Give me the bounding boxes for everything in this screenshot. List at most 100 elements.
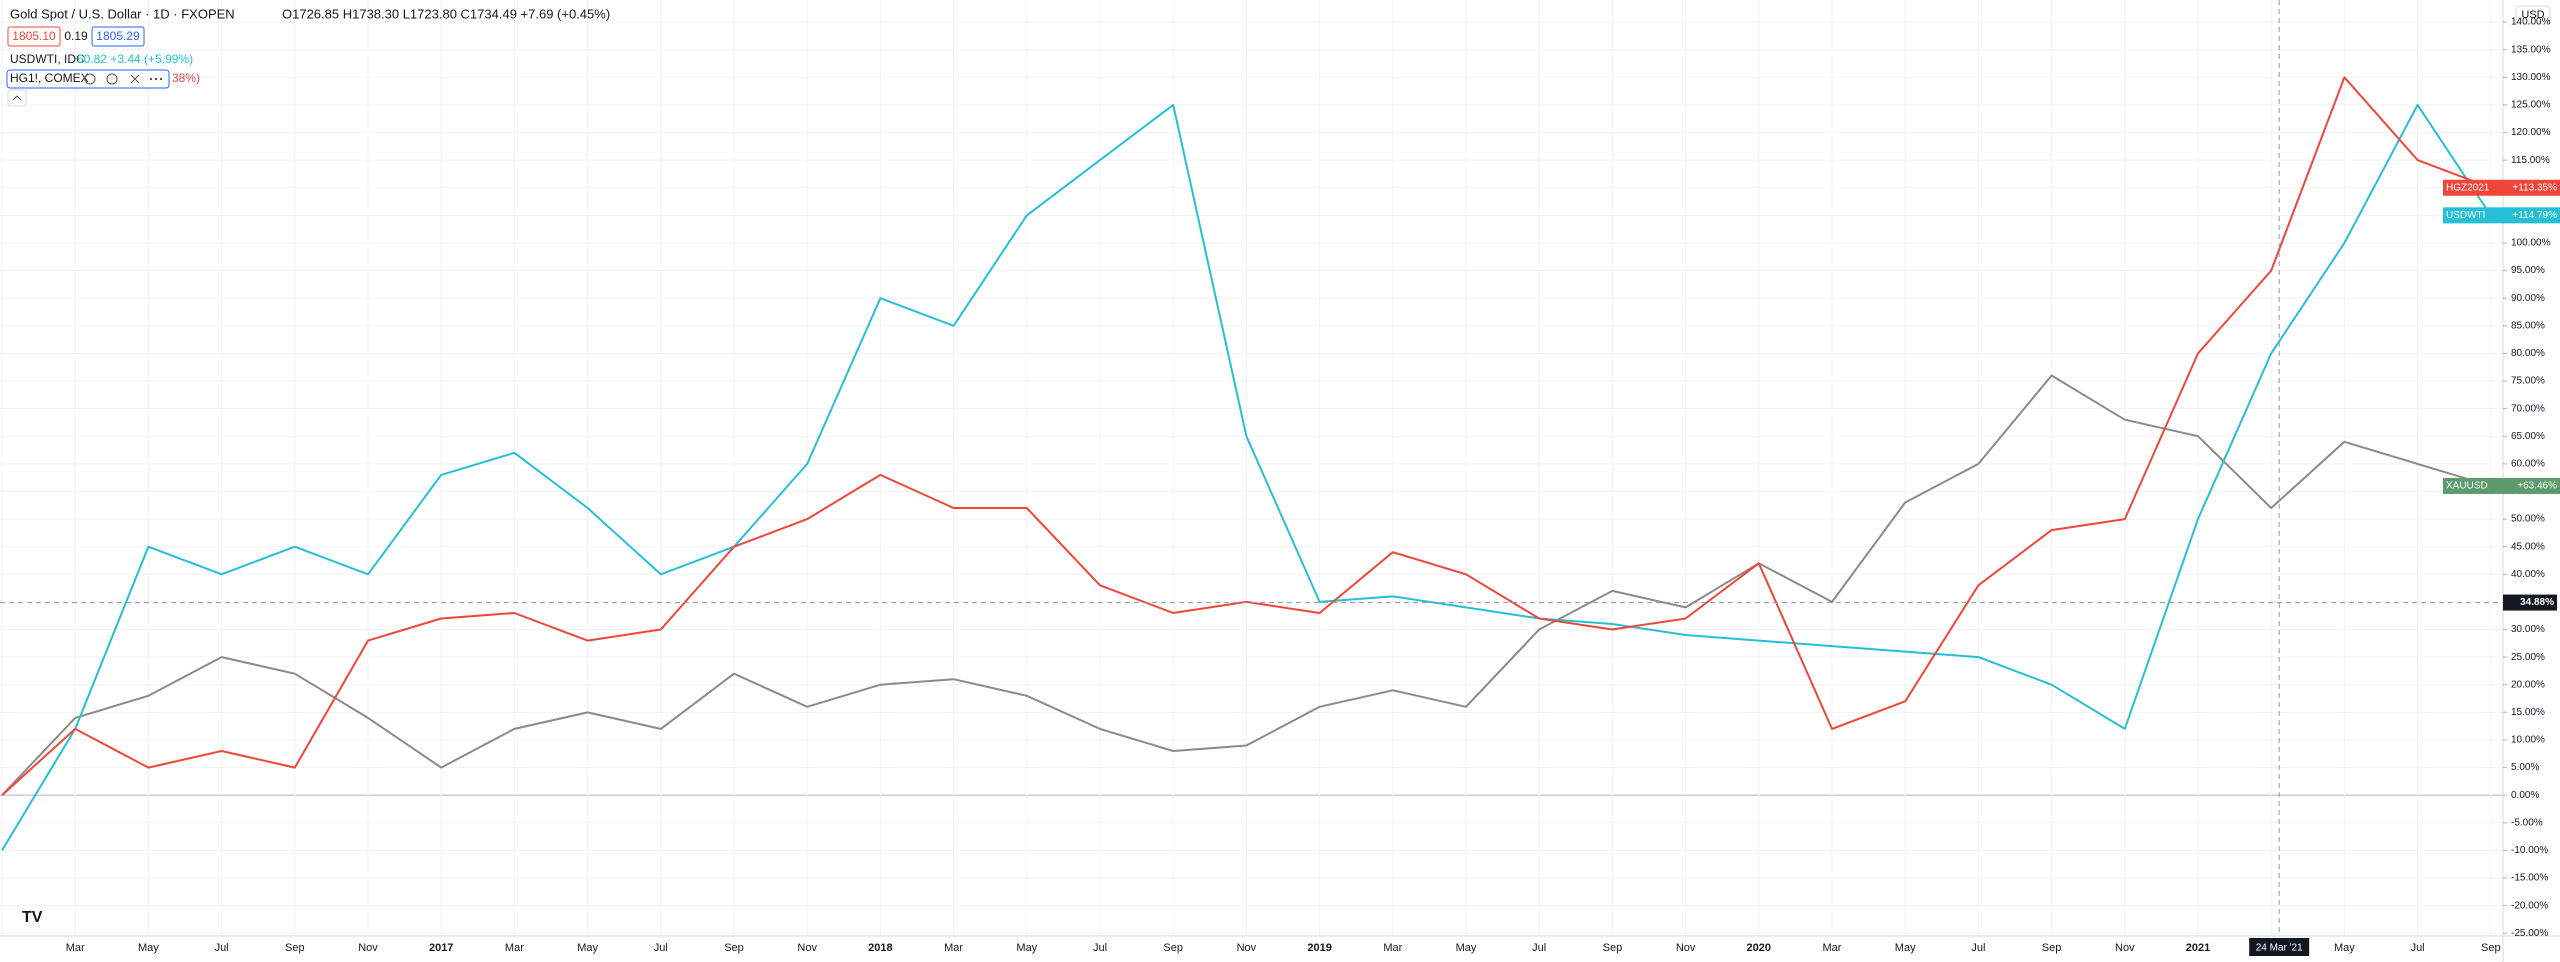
- y-tick-label: 10.00%: [2511, 735, 2545, 746]
- y-tick-label: -25.00%: [2511, 928, 2548, 939]
- y-tick-label: 15.00%: [2511, 707, 2545, 718]
- y-tick-label: 45.00%: [2511, 541, 2545, 552]
- remove-icon[interactable]: [130, 74, 140, 84]
- x-tick-label: Mar: [1823, 942, 1842, 954]
- bid[interactable]: 1805.10: [12, 29, 56, 43]
- y-tick-label: -15.00%: [2511, 873, 2548, 884]
- y-tick-label: 125.00%: [2511, 100, 2551, 111]
- y-tick-label: 140.00%: [2511, 17, 2551, 28]
- x-tick-label: 2020: [1747, 942, 1771, 954]
- series-line: [1, 374, 2492, 796]
- x-tick-label: May: [138, 942, 159, 954]
- y-tick-label: 115.00%: [2511, 155, 2550, 166]
- x-tick-label: Sep: [2042, 942, 2062, 954]
- badge: [2443, 179, 2560, 196]
- badge-value: +114.79%: [2512, 210, 2557, 221]
- y-tick-label: 0.00%: [2511, 790, 2539, 801]
- x-tick-label: Sep: [2481, 942, 2501, 954]
- y-tick-label: 70.00%: [2511, 403, 2545, 414]
- y-tick-label: 80.00%: [2511, 348, 2545, 359]
- x-tick-label: 2017: [429, 942, 453, 954]
- currency[interactable]: USD: [2521, 9, 2544, 21]
- spread: 0.19: [64, 29, 88, 43]
- badge: [2443, 207, 2560, 224]
- x-tick-label: Nov: [1237, 942, 1257, 954]
- x-tick-label: Nov: [2115, 942, 2135, 954]
- y-tick-label: -5.00%: [2511, 817, 2543, 828]
- x-tick-label: May: [1895, 942, 1916, 954]
- badge-name: XAUUSD: [2446, 481, 2488, 492]
- x-tick-label: Jul: [654, 942, 668, 954]
- crosshair-y-box: [2503, 594, 2557, 611]
- x-tick-label: Mar: [66, 942, 85, 954]
- x-tick-label: May: [1456, 942, 1477, 954]
- overlay-quote: 60.82 +3.44 (+5.99%): [77, 52, 193, 66]
- x-tick-label: Sep: [1603, 942, 1623, 954]
- y-tick-label: 60.00%: [2511, 458, 2545, 469]
- x-tick-label: Jul: [2411, 942, 2425, 954]
- overlay-row[interactable]: [6, 69, 170, 89]
- y-tick-label: 85.00%: [2511, 320, 2545, 331]
- x-tick-label: May: [577, 942, 598, 954]
- overlay-name: USDWTI, IDC: [10, 52, 85, 66]
- x-tick-label: Sep: [1163, 942, 1183, 954]
- y-tick-label: 65.00%: [2511, 431, 2545, 442]
- currency-box[interactable]: [2515, 5, 2551, 25]
- y-tick-label: 75.00%: [2511, 376, 2545, 387]
- y-tick-label: 50.00%: [2511, 514, 2545, 525]
- y-tick-label: 130.00%: [2511, 72, 2551, 83]
- legend: Gold Spot / U.S. Dollar · 1D · FXOPEN O1…: [6, 6, 610, 107]
- ask-box[interactable]: [91, 26, 145, 47]
- y-tick-label: 5.00%: [2511, 762, 2539, 773]
- y-tick-label: 90.00%: [2511, 293, 2545, 304]
- y-tick-label: -20.00%: [2511, 900, 2548, 911]
- x-tick-label: Jul: [1971, 942, 1985, 954]
- y-tick-label: 20.00%: [2511, 679, 2545, 690]
- logo: TV: [22, 909, 43, 926]
- overlay-quote: 38%): [172, 71, 200, 85]
- x-tick-label: Jul: [1532, 942, 1546, 954]
- x-tick-label: Nov: [1676, 942, 1696, 954]
- y-tick-label: 40.00%: [2511, 569, 2545, 580]
- series-line: [1, 76, 2492, 796]
- y-tick-label: -10.00%: [2511, 845, 2548, 856]
- badge-value: +113.35%: [2512, 182, 2557, 193]
- collapse-button[interactable]: [7, 89, 27, 107]
- badge-value: +63.46%: [2517, 481, 2557, 492]
- x-tick-label: Sep: [285, 942, 305, 954]
- x-tick-label: 2019: [1307, 942, 1331, 954]
- crosshair-x-box: [2249, 938, 2310, 956]
- x-tick-label: 2018: [868, 942, 892, 954]
- x-tick-label: May: [2334, 942, 2355, 954]
- ohlc: O1726.85 H1738.30 L1723.80 C1734.49 +7.6…: [282, 6, 610, 21]
- x-tick-label: Jul: [1093, 942, 1107, 954]
- x-tick-label: 2021: [2186, 942, 2210, 954]
- settings-icon[interactable]: [106, 73, 118, 85]
- x-tick-label: May: [1016, 942, 1037, 954]
- badge: [2443, 477, 2560, 494]
- y-tick-label: 25.00%: [2511, 652, 2545, 663]
- overlay-name: HG1!, COMEX: [10, 71, 89, 85]
- badge-name: HGZ2021: [2446, 182, 2490, 193]
- x-tick-label: Nov: [797, 942, 817, 954]
- collapse-icon[interactable]: [12, 95, 22, 101]
- symbol-title: Gold Spot / U.S. Dollar · 1D · FXOPEN: [10, 6, 235, 21]
- badge-name: USDWTI: [2446, 210, 2485, 221]
- x-tick-label: Jul: [215, 942, 229, 954]
- x-tick-label: Mar: [944, 942, 963, 954]
- bid-box[interactable]: [7, 26, 61, 47]
- crosshair-y-label: 34.88%: [2520, 597, 2554, 608]
- y-tick-label: 135.00%: [2511, 44, 2551, 55]
- x-tick-label: Sep: [724, 942, 744, 954]
- y-tick-label: 95.00%: [2511, 265, 2545, 276]
- x-tick-label: Mar: [1383, 942, 1402, 954]
- y-tick-label: 120.00%: [2511, 127, 2551, 138]
- eye-icon[interactable]: [84, 73, 96, 85]
- x-tick-label: Nov: [358, 942, 378, 954]
- series-line: [1, 103, 2492, 851]
- ask[interactable]: 1805.29: [96, 29, 140, 43]
- y-tick-label: 100.00%: [2511, 238, 2551, 249]
- plot: [1, 76, 2492, 851]
